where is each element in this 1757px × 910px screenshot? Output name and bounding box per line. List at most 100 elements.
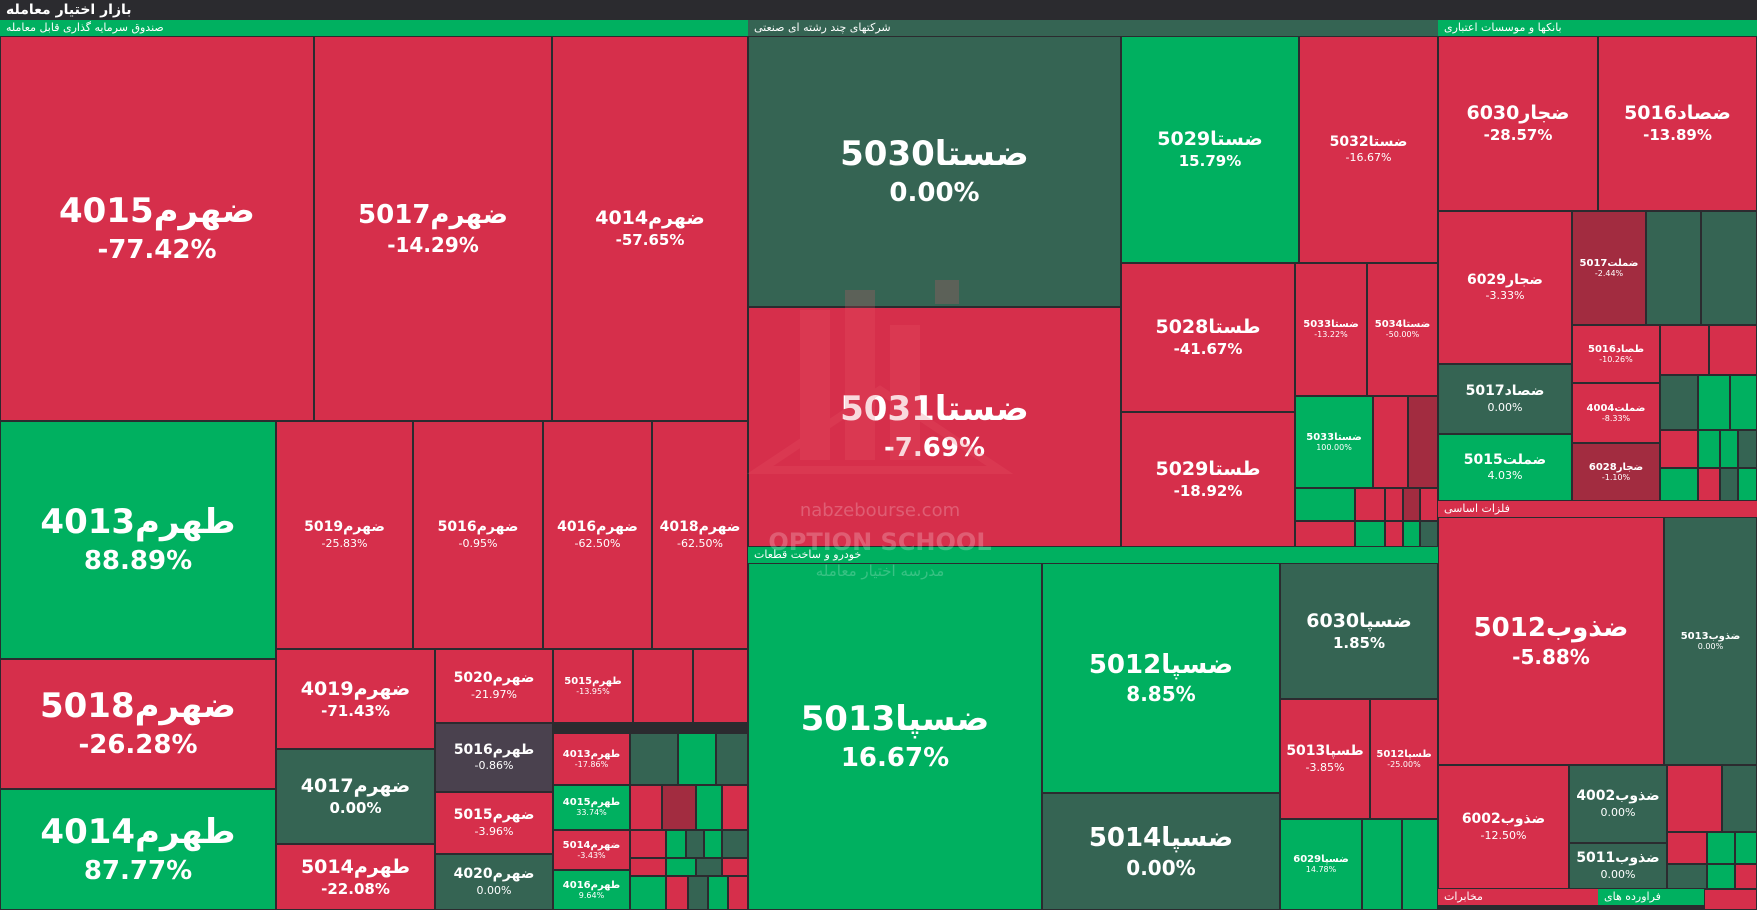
tile-fund-small[interactable] (630, 876, 666, 910)
tile-fund-1[interactable]: ضهرم5017 -14.29% (314, 36, 552, 421)
tile-metal-3[interactable]: ضذوب4002 0.00% (1569, 765, 1667, 843)
tile-multi-small[interactable] (1355, 521, 1385, 547)
tile-fund-7[interactable]: ضهرم5016 -0.95% (413, 421, 543, 649)
tile-bank-small[interactable] (1701, 211, 1757, 325)
tile-metal-small[interactable] (1667, 765, 1722, 832)
tile-fund-small[interactable] (704, 830, 722, 858)
tile-metal-small[interactable] (1735, 832, 1757, 864)
tile-metal-small[interactable] (1667, 832, 1707, 864)
tile-multi-small[interactable] (1295, 521, 1355, 547)
tile-multi-small[interactable] (1295, 488, 1355, 521)
tile-fund-13[interactable]: طهرم5016 -0.86% (435, 723, 553, 792)
tile-metal-small[interactable] (1707, 864, 1735, 889)
sector-header-metal[interactable]: فلزات اساسی (1438, 501, 1757, 517)
tile-fund-small[interactable] (716, 733, 748, 785)
tile-fund-small[interactable] (728, 876, 748, 910)
tile-bank-6[interactable]: ضملت4004 -8.33% (1572, 383, 1660, 443)
tile-fund-small[interactable] (678, 733, 716, 785)
tile-fund-9[interactable]: ضهرم4018 -62.50% (652, 421, 748, 649)
tile-multi-6[interactable]: ضستا5034 -50.00% (1367, 263, 1438, 396)
tile-misc-small[interactable] (1704, 889, 1757, 910)
tile-fund-small[interactable] (666, 830, 686, 858)
sector-header-fund[interactable]: صندوق سرمایه گذاری قابل معامله (0, 20, 748, 36)
tile-bank-3[interactable]: ضملت5017 -2.44% (1572, 211, 1646, 325)
tile-metal-small[interactable] (1707, 832, 1735, 864)
tile-multi-small[interactable] (1420, 488, 1438, 521)
tile-metal-small[interactable] (1722, 765, 1757, 832)
tile-fund-small[interactable] (630, 733, 678, 785)
tile-bank-7[interactable]: ضملت5015 4.03% (1438, 434, 1572, 501)
tile-auto-5[interactable]: طسپا5012 -25.00% (1370, 699, 1438, 819)
tile-fund-small[interactable] (722, 830, 748, 858)
tile-bank-8[interactable]: ضجار6028 -1.10% (1572, 443, 1660, 501)
tile-multi-small[interactable] (1385, 488, 1403, 521)
tile-metal-0[interactable]: ضذوب5012 -5.88% (1438, 517, 1664, 765)
tile-multi-8[interactable]: ضستا5033 100.00% (1295, 396, 1373, 488)
tile-fund-small[interactable] (666, 858, 696, 876)
tile-bank-small[interactable] (1660, 375, 1698, 430)
tile-fund-0[interactable]: ضهرم4015 -77.42% (0, 36, 314, 421)
tile-fund-5[interactable]: طهرم4014 87.77% (0, 789, 276, 910)
tile-auto-small[interactable] (1362, 819, 1402, 910)
tile-fund-6[interactable]: ضهرم5019 -25.83% (276, 421, 413, 649)
tile-fund-20[interactable]: ضهرم5014 -3.43% (553, 830, 630, 870)
tile-fund-small[interactable] (722, 858, 748, 876)
tile-fund-12[interactable]: طهرم5015 -13.95% (553, 649, 633, 723)
tile-multi-4[interactable]: طستا5028 -41.67% (1121, 263, 1295, 412)
tile-fund-blank-a[interactable] (633, 649, 693, 723)
tile-bank-small[interactable] (1730, 375, 1757, 430)
tile-fund-8[interactable]: ضهرم4016 -62.50% (543, 421, 652, 649)
tile-metal-4[interactable]: ضذوب5011 0.00% (1569, 843, 1667, 889)
tile-metal-small[interactable] (1667, 864, 1707, 889)
tile-bank-0[interactable]: ضجار6030 -28.57% (1438, 36, 1598, 211)
sector-header-multi[interactable]: شرکتهای چند رشته ای صنعتی (748, 20, 1438, 36)
tile-multi-small[interactable] (1408, 396, 1438, 488)
tile-auto-0[interactable]: ضسپا5013 16.67% (748, 563, 1042, 910)
tile-fund-14[interactable]: ضهرم4017 0.00% (276, 749, 435, 844)
tile-auto-1[interactable]: ضسپا5012 8.85% (1042, 563, 1280, 793)
tile-fund-3[interactable]: طهرم4013 88.89% (0, 421, 276, 659)
tile-fund-16[interactable]: طهرم4013 -17.86% (553, 733, 630, 785)
sector-header-auto[interactable]: خودرو و ساخت قطعات (748, 547, 1438, 563)
tile-bank-small[interactable] (1738, 430, 1757, 468)
tile-bank-2[interactable]: ضجار6029 -3.33% (1438, 211, 1572, 364)
tile-multi-3[interactable]: ضستا5031 -7.69% (748, 307, 1121, 547)
tile-bank-small[interactable] (1738, 468, 1757, 501)
tile-fund-4[interactable]: ضهرم5018 -26.28% (0, 659, 276, 789)
tile-fund-small[interactable] (686, 830, 704, 858)
tile-metal-small[interactable] (1735, 864, 1757, 889)
tile-bank-5[interactable]: ضصاد5017 0.00% (1438, 364, 1572, 434)
tile-fund-small[interactable] (722, 785, 748, 830)
tile-fund-15[interactable]: ضهرم5015 -3.96% (435, 792, 553, 854)
tile-multi-1[interactable]: ضستا5029 15.79% (1121, 36, 1299, 263)
sector-header-bank[interactable]: بانکها و موسسات اعتباری (1438, 20, 1757, 36)
tile-fund-small[interactable] (630, 830, 666, 858)
tile-auto-small[interactable] (1402, 819, 1438, 910)
tile-fund-blank-b[interactable] (693, 649, 748, 723)
tile-multi-7[interactable]: طستا5029 -18.92% (1121, 412, 1295, 547)
tile-auto-6[interactable]: ضسپا6029 14.78% (1280, 819, 1362, 910)
tile-bank-small[interactable] (1660, 468, 1698, 501)
tile-fund-small[interactable] (630, 785, 662, 830)
tile-multi-small[interactable] (1385, 521, 1403, 547)
tile-fund-small[interactable] (662, 785, 696, 830)
tile-bank-small[interactable] (1698, 430, 1720, 468)
tile-multi-small[interactable] (1403, 521, 1420, 547)
tile-fund-10[interactable]: ضهرم4019 -71.43% (276, 649, 435, 749)
tile-auto-3[interactable]: ضسپا5014 0.00% (1042, 793, 1280, 910)
tile-fund-19[interactable]: ضهرم4020 0.00% (435, 854, 553, 910)
tile-auto-2[interactable]: ضسپا6030 1.85% (1280, 563, 1438, 699)
tile-bank-small[interactable] (1720, 468, 1738, 501)
tile-fund-small[interactable] (630, 858, 666, 876)
tile-metal-2[interactable]: ضذوب6002 -12.50% (1438, 765, 1569, 889)
tile-fund-small[interactable] (696, 785, 722, 830)
sector-header-refinery[interactable]: فراورده های (1598, 889, 1704, 905)
tile-bank-small[interactable] (1660, 430, 1698, 468)
tile-multi-small[interactable] (1420, 521, 1438, 547)
tile-fund-17[interactable]: طهرم4015 33.74% (553, 785, 630, 830)
tile-multi-2[interactable]: ضستا5032 -16.67% (1299, 36, 1438, 263)
tile-fund-small[interactable] (696, 858, 722, 876)
tile-fund-2[interactable]: ضهرم4014 -57.65% (552, 36, 748, 421)
tile-fund-21[interactable]: طهرم4016 9.64% (553, 870, 630, 910)
tile-bank-small[interactable] (1709, 325, 1757, 375)
